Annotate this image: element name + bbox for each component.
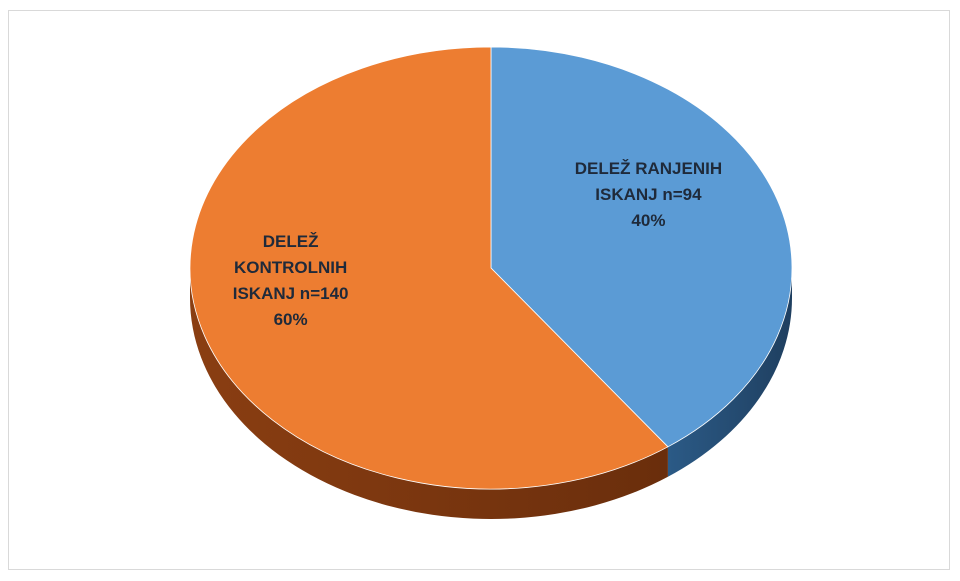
slice (189, 46, 669, 490)
chart-frame (8, 10, 950, 570)
slice-side (667, 268, 792, 477)
slice-side (189, 268, 668, 519)
slice-value: 40% (631, 211, 666, 231)
slice-value: 60% (273, 309, 308, 329)
slice-name: DELEŽ RANJENIH ISKANJ n=94 (574, 159, 723, 205)
data-label: DELEŽ KONTROLNIH ISKANJ n=140 60% (206, 229, 376, 333)
slice (490, 46, 793, 448)
data-label: DELEŽ RANJENIH ISKANJ n=94 40% (553, 156, 743, 234)
slice-name: DELEŽ KONTROLNIH ISKANJ n=140 (232, 231, 349, 303)
